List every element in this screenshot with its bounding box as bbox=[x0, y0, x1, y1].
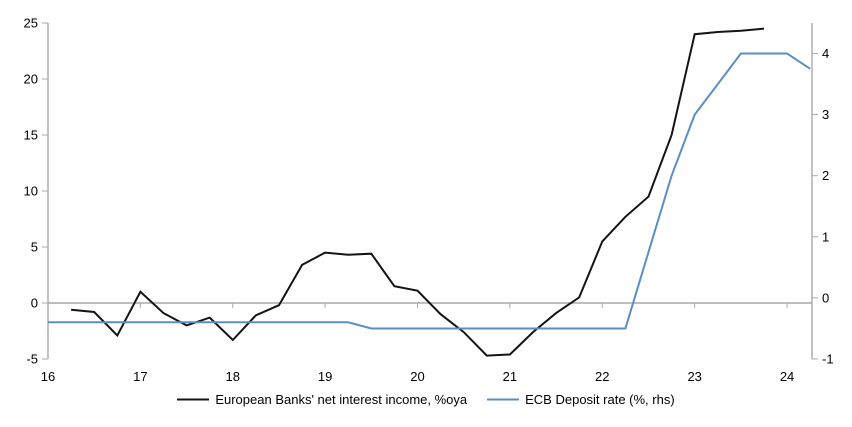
black-line-swatch bbox=[177, 398, 210, 401]
y-left-tick-label: 20 bbox=[24, 72, 38, 87]
y-right-tick-label: 3 bbox=[822, 107, 829, 122]
y-right-tick-label: -1 bbox=[822, 352, 834, 367]
blue-line-swatch bbox=[487, 398, 520, 401]
x-axis-tick-label: 20 bbox=[410, 369, 424, 384]
legend-label-nii: European Banks' net interest income, %oy… bbox=[215, 392, 468, 407]
legend-item-nii: European Banks' net interest income, %oy… bbox=[177, 392, 467, 407]
y-right-tick-label: 4 bbox=[822, 46, 829, 61]
y-left-tick-label: 15 bbox=[24, 128, 38, 143]
y-right-tick-label: 2 bbox=[822, 168, 829, 183]
x-axis-tick-label: 21 bbox=[503, 369, 517, 384]
y-left-tick-label: 25 bbox=[24, 16, 38, 31]
x-axis-tick-label: 17 bbox=[133, 369, 147, 384]
legend-item-ecb: ECB Deposit rate (%, rhs) bbox=[487, 392, 675, 407]
y-left-tick-label: 0 bbox=[31, 296, 38, 311]
x-axis-tick-label: 19 bbox=[318, 369, 332, 384]
x-axis-tick-label: 24 bbox=[780, 369, 794, 384]
legend-label-ecb: ECB Deposit rate (%, rhs) bbox=[525, 392, 675, 407]
y-right-tick-label: 0 bbox=[822, 290, 829, 305]
x-axis-tick-label: 18 bbox=[226, 369, 240, 384]
y-left-tick-label: 10 bbox=[24, 184, 38, 199]
y-right-tick-label: 1 bbox=[822, 229, 829, 244]
y-left-tick-label: -5 bbox=[26, 352, 38, 367]
legend: European Banks' net interest income, %oy… bbox=[0, 392, 852, 407]
nii-line-series bbox=[71, 27, 765, 357]
ecb-rate-line-series bbox=[48, 52, 811, 330]
x-axis-tick-label: 22 bbox=[595, 369, 609, 384]
y-left-tick-label: 5 bbox=[31, 240, 38, 255]
x-axis-tick-label: 23 bbox=[687, 369, 701, 384]
x-axis-tick-label: 16 bbox=[41, 369, 55, 384]
